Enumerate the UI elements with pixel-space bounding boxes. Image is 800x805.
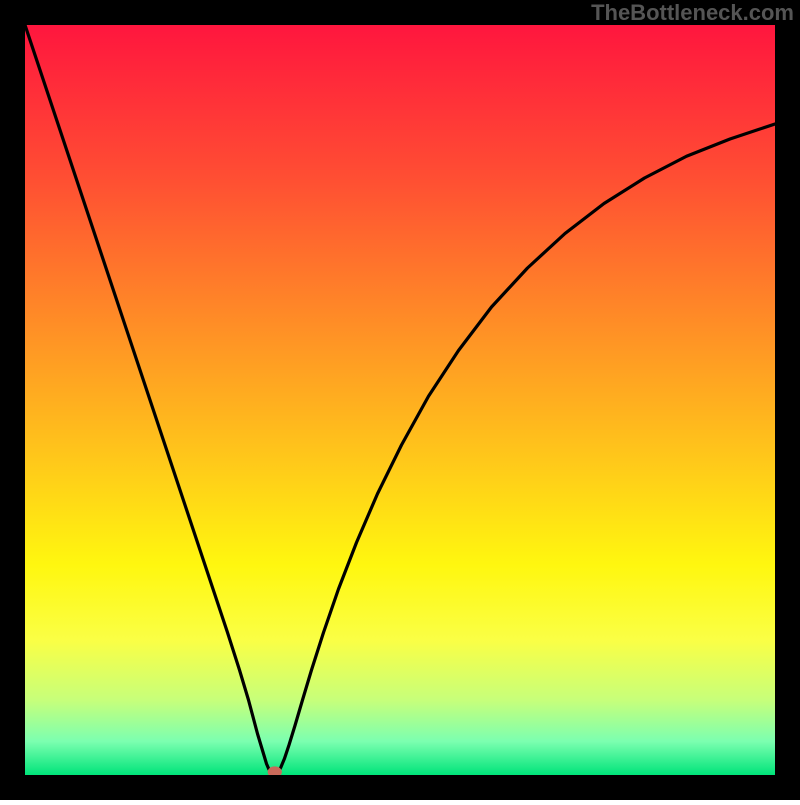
watermark-text: TheBottleneck.com xyxy=(591,0,794,26)
plot-border-right xyxy=(775,0,800,800)
bottleneck-chart: TheBottleneck.com xyxy=(0,0,800,800)
plot-border-bottom xyxy=(0,775,800,800)
plot-background xyxy=(25,25,775,775)
chart-canvas xyxy=(0,0,800,800)
plot-border-left xyxy=(0,0,25,800)
